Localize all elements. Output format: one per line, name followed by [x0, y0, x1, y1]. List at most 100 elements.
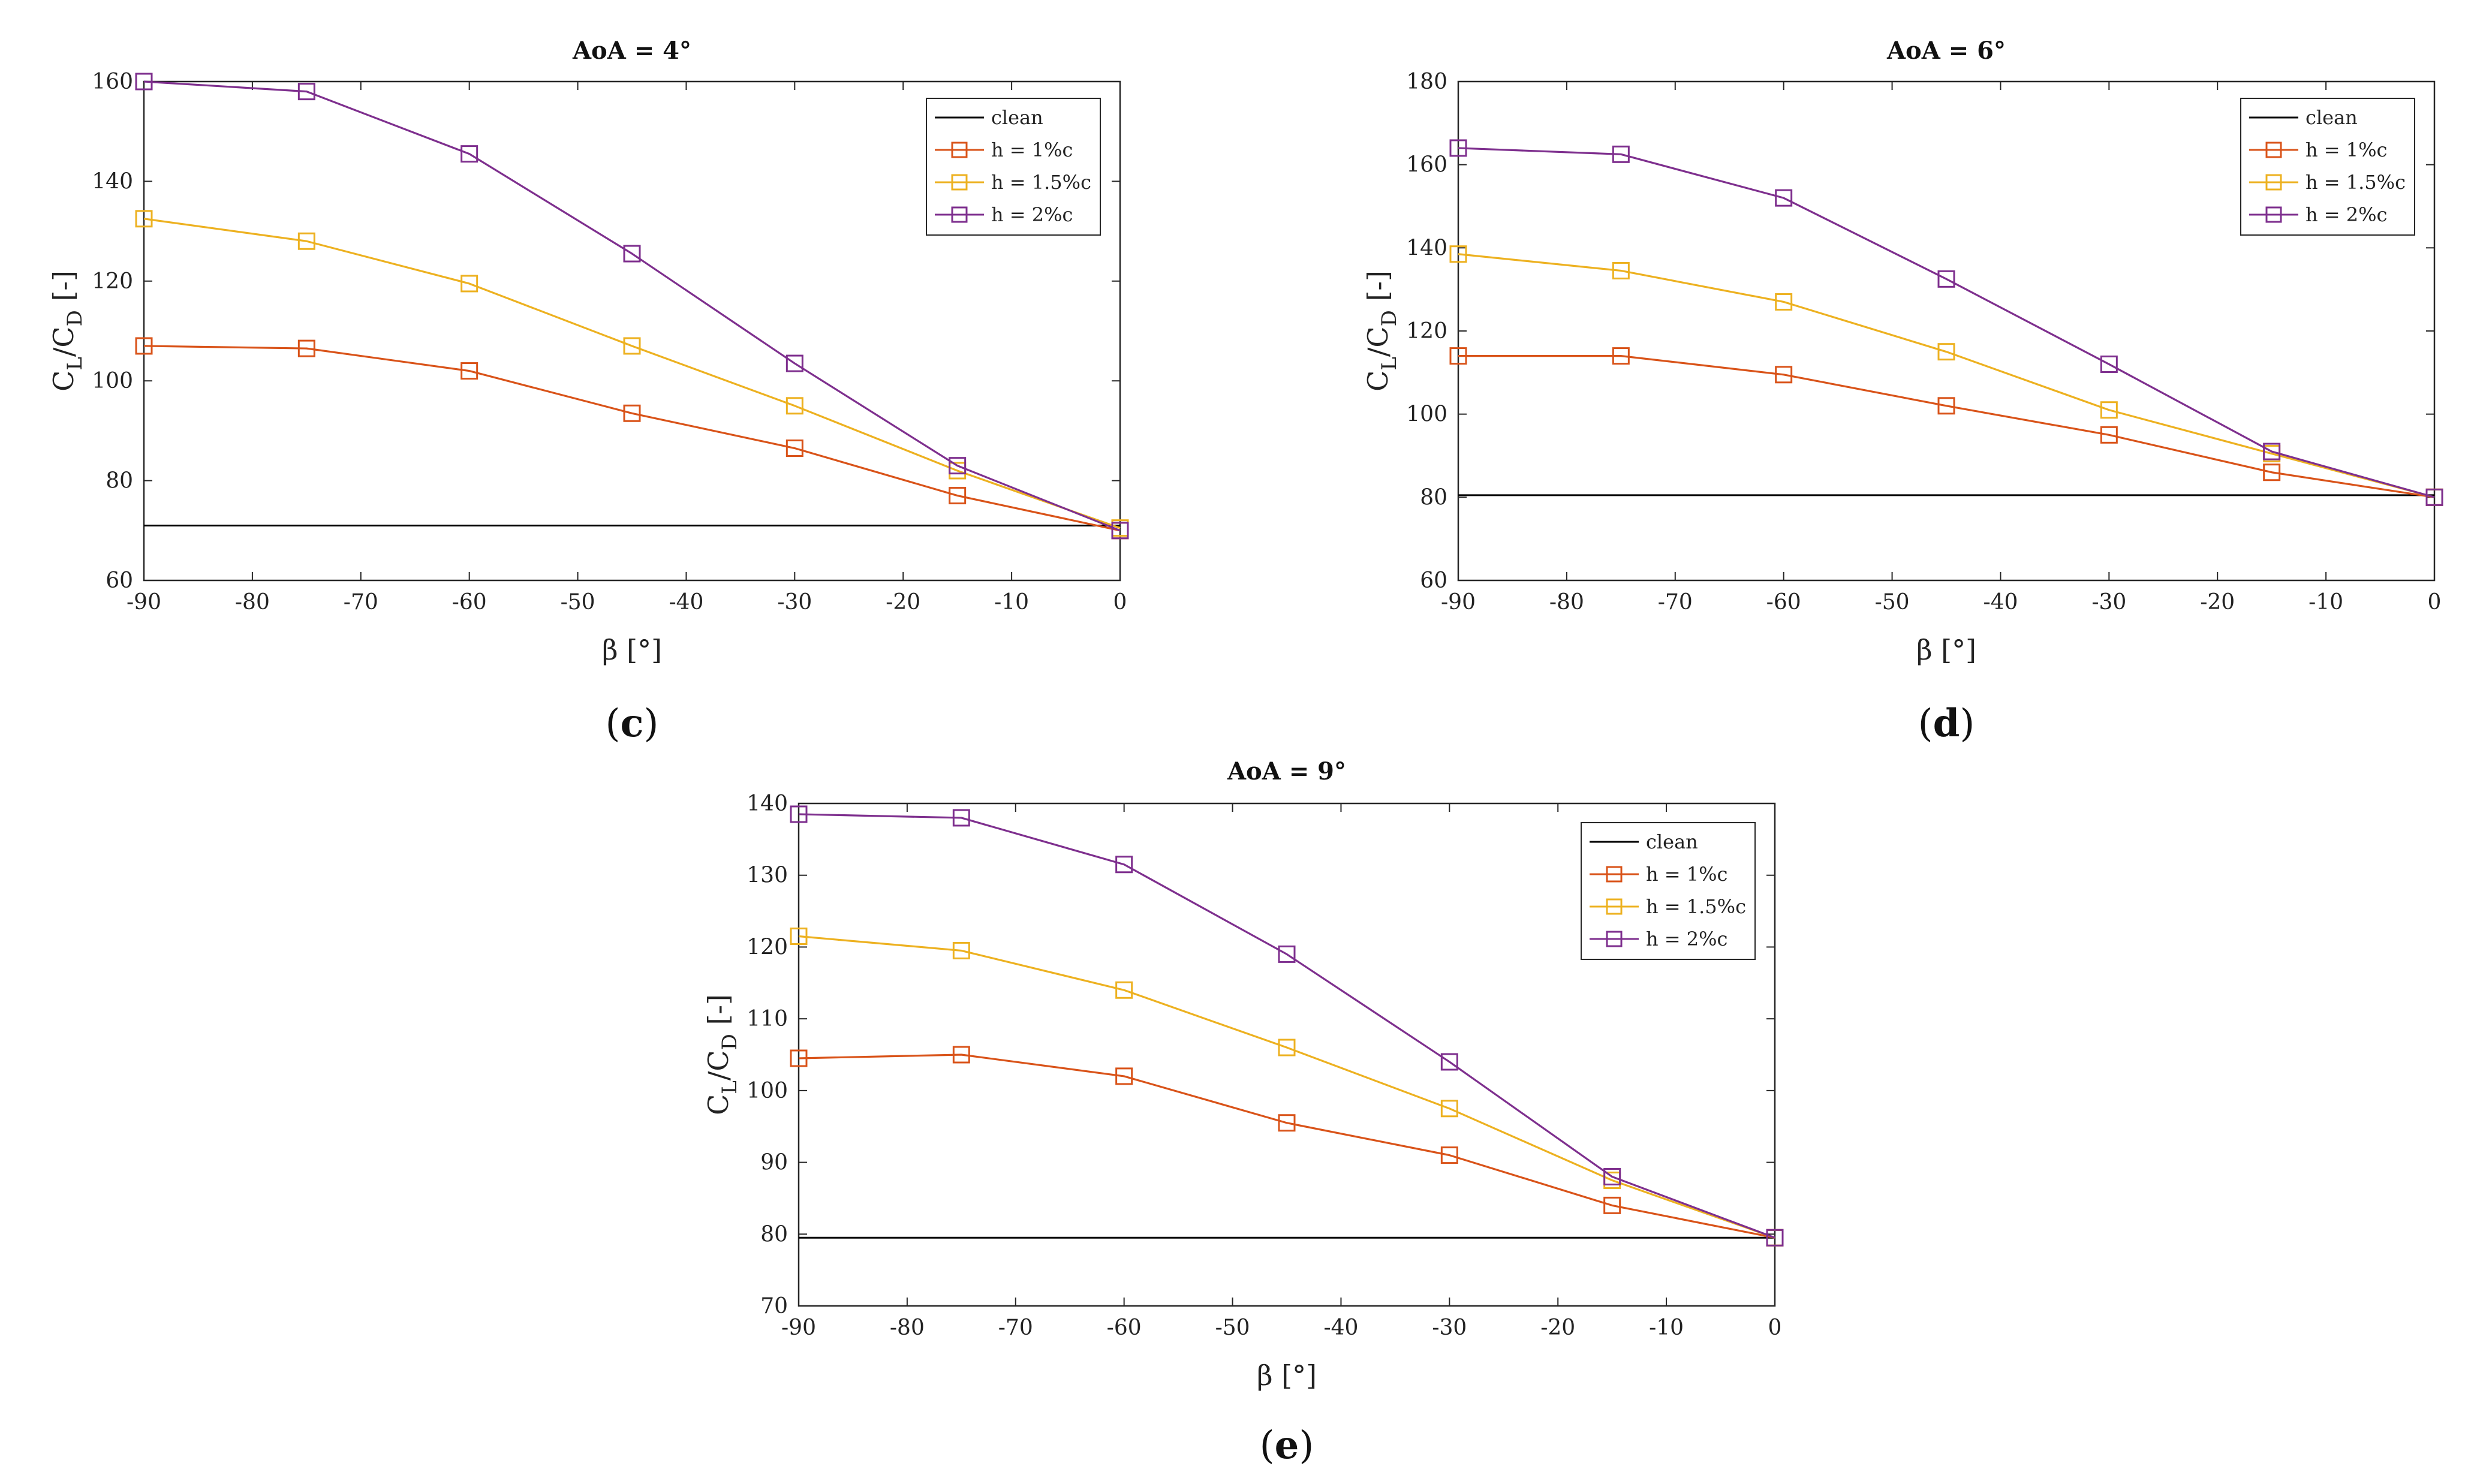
data-point-h2 — [135, 73, 153, 91]
y-tick-label: 160 — [1406, 153, 1447, 177]
data-point-h1 — [790, 1049, 808, 1067]
legend: clean h = 1%c h = 1.5%c h = 2%c — [2240, 98, 2415, 236]
legend: clean h = 1%c h = 1.5%c h = 2%c — [926, 98, 1101, 236]
legend-entry-label: h = 2%c — [991, 203, 1073, 226]
legend-marker — [1606, 931, 1623, 947]
legend-marker — [1606, 866, 1623, 883]
y-tick-label: 70 — [760, 1294, 788, 1319]
data-point-h15 — [1115, 981, 1133, 999]
legend-entry-label: h = 1.5%c — [2306, 171, 2406, 194]
data-point-h1 — [1115, 1067, 1133, 1085]
legend-entry-label: h = 1%c — [1646, 863, 1727, 886]
data-point-h15 — [461, 275, 478, 293]
plot-area-frame — [797, 802, 1776, 1307]
legend-marker — [2265, 206, 2282, 223]
x-tick-label: -70 — [1658, 590, 1693, 615]
panel-label: (c) — [606, 701, 659, 746]
series-line-h2 — [798, 813, 1775, 1239]
data-point-h1 — [1603, 1196, 1621, 1214]
x-tick-label: -60 — [1107, 1316, 1142, 1340]
y-axis-label-part: /C — [1362, 326, 1394, 357]
x-tick-label: -30 — [1432, 1316, 1467, 1340]
data-point-h2 — [952, 809, 970, 827]
y-tick-label: 100 — [747, 1079, 788, 1103]
y-axis-label-part: /C — [47, 326, 80, 357]
chart-panel-d: AoA = 6° -90 -80 -70 -60 -50 -40 -30 -20 -10 0 60 80… — [1362, 37, 2443, 746]
legend-marker — [2265, 174, 2282, 191]
y-axis-label-part: D — [1377, 310, 1401, 326]
legend-marker — [951, 206, 968, 223]
y-tick-label: 80 — [106, 469, 133, 493]
data-point-h1 — [2263, 463, 2281, 481]
data-point-h15 — [952, 941, 970, 959]
panel-label: (d) — [1918, 701, 1975, 746]
y-tick-label: 80 — [760, 1222, 788, 1247]
y-tick-label: 80 — [1420, 485, 1447, 510]
legend-entry-label: h = 1.5%c — [1646, 895, 1746, 918]
data-point-h1 — [297, 339, 315, 357]
x-tick-label: -50 — [561, 590, 595, 615]
chart-panel-c: AoA = 4° -90 -80 -70 -60 -50 -40 -30 -20 -10 0 60 80… — [47, 37, 1129, 746]
data-point-h1 — [1937, 397, 1955, 415]
x-tick-label: -80 — [890, 1316, 925, 1340]
legend-box — [1581, 822, 1756, 960]
series-line-h15 — [798, 935, 1775, 1239]
series-line-h1 — [143, 345, 1121, 532]
legend-box — [2240, 98, 2415, 236]
data-point-h2 — [790, 805, 808, 823]
x-tick-label: -60 — [1766, 590, 1801, 615]
legend-box — [926, 98, 1101, 236]
data-point-h2 — [785, 354, 803, 372]
y-axis-label-part: L — [1377, 357, 1401, 371]
y-axis-label: CL/CD [-] — [1362, 270, 1401, 392]
y-tick-label: 120 — [747, 935, 788, 959]
panel-label-open: ( — [606, 702, 621, 746]
x-tick-label: 0 — [1768, 1316, 1782, 1340]
y-tick-label: 60 — [1420, 568, 1447, 593]
y-tick-label: 90 — [760, 1151, 788, 1175]
data-point-h15 — [1440, 1100, 1458, 1118]
x-tick-label: -10 — [2309, 590, 2343, 615]
series-line-h1 — [798, 1053, 1775, 1239]
legend-entry-label: h = 2%c — [2306, 203, 2387, 226]
legend-marker — [2265, 142, 2282, 158]
y-axis-label-part: [-] — [1362, 270, 1394, 310]
x-tick-label: -90 — [1441, 590, 1476, 615]
panel-label-close: ) — [1960, 702, 1975, 746]
data-point-h2 — [1937, 270, 1955, 288]
y-tick-label: 180 — [1406, 70, 1447, 94]
legend-entry-label: clean — [1646, 830, 1698, 853]
y-axis-label-part: /C — [702, 1050, 735, 1080]
data-point-h2 — [1612, 145, 1630, 163]
data-point-h1 — [952, 1046, 970, 1064]
data-point-h15 — [623, 337, 641, 355]
x-tick-label: -20 — [886, 590, 920, 615]
chart-title: AoA = 9° — [1227, 757, 1346, 785]
data-point-h15 — [1449, 245, 1467, 263]
data-point-h2 — [1111, 522, 1129, 540]
x-tick-label: -90 — [781, 1316, 816, 1340]
data-point-h2 — [2100, 355, 2118, 373]
y-axis-label-part: C — [1362, 371, 1394, 392]
x-tick-label: -40 — [1323, 1316, 1358, 1340]
y-tick-label: 160 — [92, 70, 133, 94]
x-tick-label: -80 — [235, 590, 270, 615]
chart-title: AoA = 6° — [1886, 37, 2006, 65]
legend-marker — [951, 174, 968, 191]
x-tick-label: -80 — [1549, 590, 1584, 615]
legend-entry-label: clean — [991, 106, 1043, 129]
x-tick-label: -50 — [1215, 1316, 1250, 1340]
data-point-h2 — [461, 145, 478, 163]
series-line-h2 — [1458, 147, 2435, 498]
x-axis-label: β [°] — [1916, 634, 1976, 666]
x-tick-label: -70 — [998, 1316, 1033, 1340]
data-point-h15 — [1612, 261, 1630, 279]
data-point-h2 — [1766, 1229, 1784, 1247]
data-point-h2 — [1603, 1168, 1621, 1186]
y-axis-label-part: C — [47, 371, 80, 392]
y-tick-label: 130 — [747, 863, 788, 888]
y-tick-label: 120 — [1406, 319, 1447, 344]
y-axis-label-part: D — [718, 1034, 742, 1050]
legend-entry-label: h = 2%c — [1646, 928, 1727, 950]
